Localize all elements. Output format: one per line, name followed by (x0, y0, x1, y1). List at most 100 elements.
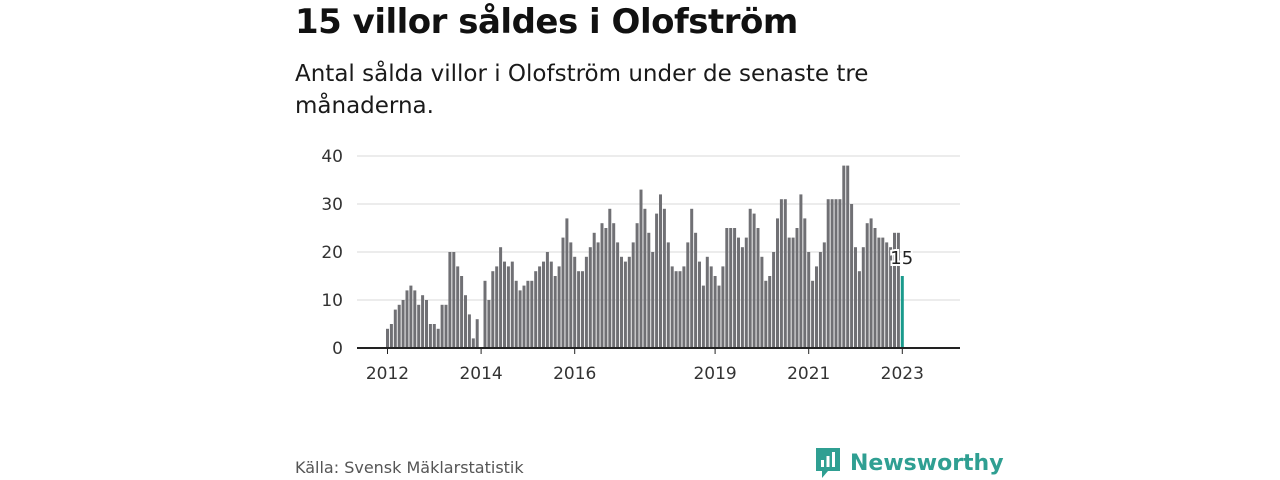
bar-2022-06 (873, 228, 877, 348)
y-tick-label: 10 (321, 291, 343, 311)
bar-2012-09 (417, 304, 421, 348)
bar-2017-12 (662, 208, 666, 348)
bar-2017-06 (639, 189, 643, 348)
bar-2018-09 (698, 261, 701, 348)
bar-2015-03 (534, 271, 538, 348)
bar-2012-08 (413, 290, 417, 348)
bar-2018-02 (670, 266, 674, 348)
bar-2014-05 (495, 266, 499, 348)
bar-2015-07 (549, 261, 553, 348)
bar-2016-04 (584, 256, 588, 348)
bar-2022-08 (881, 237, 885, 348)
bar-2016-09 (604, 228, 608, 348)
bar-2021-09 (838, 199, 842, 348)
bar-2019-08 (740, 247, 744, 348)
bar-2016-10 (608, 208, 612, 348)
bar-2017-10 (655, 213, 659, 348)
bar-2021-06 (826, 199, 830, 348)
x-tick-label: 2014 (459, 364, 502, 384)
y-tick-label: 0 (332, 339, 343, 359)
bar-2015-10 (561, 237, 565, 348)
bar-2019-05 (729, 228, 733, 348)
bar-2013-05 (448, 252, 452, 348)
bar-2022-09 (885, 242, 889, 348)
bar-2019-02 (717, 285, 721, 348)
bar-2022-07 (877, 237, 881, 348)
y-tick-label: 40 (321, 147, 343, 167)
bar-2014-08 (506, 266, 510, 348)
bar-2017-02 (623, 261, 627, 348)
bar-2013-11 (471, 338, 475, 348)
grid-lines (357, 155, 960, 301)
bar-2020-12 (803, 218, 807, 348)
bar-chart-logo-icon (816, 448, 840, 478)
bar-2019-01 (713, 276, 717, 348)
bar-2014-07 (503, 261, 506, 348)
bar-2018-06 (686, 242, 690, 348)
bar-2021-12 (850, 204, 854, 348)
bar-2018-01 (666, 242, 670, 348)
bar-2020-09 (791, 237, 795, 348)
bar-2021-01 (807, 252, 811, 348)
bar-2021-08 (834, 199, 838, 348)
bar-2019-06 (733, 228, 737, 348)
bar-2022-05 (869, 218, 873, 348)
bar-2020-08 (787, 237, 791, 348)
bar-2021-11 (846, 165, 850, 348)
bar-2015-11 (565, 218, 569, 348)
bar-2016-11 (612, 223, 616, 348)
x-tick-label: 2019 (693, 364, 736, 384)
axes: 0 10 20 30 40 2012 2014 2016 2019 2021 2023 (321, 147, 960, 384)
bar-2015-02 (530, 280, 534, 348)
bar-2015-05 (542, 261, 545, 348)
bar-2021-02 (811, 280, 815, 348)
bar-2012-10 (421, 295, 425, 348)
bar-2012-06 (405, 290, 409, 348)
bar-2021-10 (842, 165, 846, 348)
bar-2015-04 (538, 266, 542, 348)
bar-2013-08 (460, 276, 464, 348)
bar-2016-03 (581, 271, 584, 348)
bar-2022-10 (889, 247, 893, 348)
bar-2013-07 (456, 266, 460, 348)
x-tick-label: 2023 (881, 364, 924, 384)
bar-2014-10 (514, 280, 518, 348)
bar-2012-07 (409, 285, 413, 348)
bar-2017-09 (651, 252, 655, 348)
bar-2014-06 (499, 247, 503, 348)
bar-2013-06 (452, 252, 456, 348)
bar-2020-02 (764, 280, 768, 348)
bar-2012-04 (397, 304, 401, 348)
bar-2012-12 (428, 324, 432, 348)
bar-2012-11 (425, 300, 428, 348)
y-tick-label: 20 (321, 243, 343, 263)
bar-2014-04 (491, 271, 495, 348)
bar-2013-02 (436, 328, 440, 348)
y-tick-label: 30 (321, 195, 343, 215)
bar-2019-12 (756, 228, 760, 348)
bar-2018-04 (678, 271, 682, 348)
bar-2017-01 (620, 256, 623, 348)
bar-2020-06 (779, 199, 783, 348)
bar-2016-02 (577, 271, 581, 348)
bar-2020-01 (760, 256, 764, 348)
bar-2018-11 (705, 256, 709, 348)
bar-2021-03 (815, 266, 818, 348)
bar-series (386, 165, 904, 348)
bar-2019-07 (737, 237, 740, 348)
bar-2020-03 (768, 276, 772, 348)
bar-chart: 0 10 20 30 40 2012 2014 2016 2019 2021 2023 15 (321, 147, 960, 384)
bar-2015-01 (526, 280, 530, 348)
bar-2016-08 (600, 223, 604, 348)
bar-2018-05 (682, 266, 686, 348)
bar-2019-03 (721, 266, 725, 348)
last-value-label: 15 (890, 248, 913, 269)
bar-2022-02 (857, 271, 861, 348)
bar-2022-11 (893, 232, 896, 348)
bar-2019-04 (725, 228, 729, 348)
source-note: Källa: Svensk Mäklarstatistik (295, 458, 524, 477)
bar-2017-04 (631, 242, 635, 348)
bar-2013-04 (444, 304, 448, 348)
annotation-layer: 15 (888, 246, 915, 271)
bar-2012-01 (386, 328, 389, 348)
